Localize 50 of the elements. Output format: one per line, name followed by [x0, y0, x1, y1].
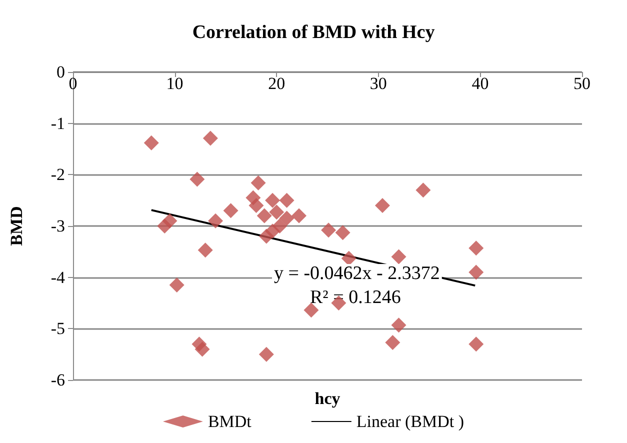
point [258, 346, 274, 362]
point [250, 175, 266, 190]
y-tick-label: -4 [50, 268, 66, 287]
legend-label: BMDt [208, 412, 252, 431]
y-axis-title: BMD [7, 206, 26, 246]
y-tick-label: -1 [50, 114, 65, 133]
x-tick-label: 0 [68, 74, 78, 93]
point [291, 208, 306, 224]
point [335, 225, 350, 240]
point [279, 192, 294, 208]
point [265, 192, 280, 208]
y-tick-label: -3 [50, 216, 65, 236]
y-tick-label: -5 [50, 319, 65, 338]
point [256, 208, 272, 224]
y-tick-label: 0 [56, 62, 65, 82]
point [304, 302, 319, 318]
point [208, 213, 224, 228]
point [468, 336, 484, 352]
point [321, 222, 336, 238]
x-tick-label: 10 [166, 74, 184, 93]
point [223, 203, 238, 218]
y-tick-label: -6 [50, 370, 65, 390]
point [374, 198, 390, 213]
x-tick-label: 50 [574, 74, 590, 93]
point [258, 228, 274, 244]
point [162, 213, 178, 228]
annotation: y = -0.0462x - 2.3372 [274, 263, 440, 284]
point [144, 135, 159, 150]
point [385, 335, 400, 350]
x-tick-label: 20 [268, 74, 286, 93]
point [391, 318, 406, 333]
point [194, 342, 210, 357]
point [190, 172, 205, 187]
y-tick-label: -2 [50, 165, 65, 184]
point [248, 198, 264, 213]
point [279, 210, 294, 226]
point [341, 250, 356, 266]
legend-label: Linear (BMDt ) [356, 412, 464, 431]
point [198, 242, 213, 258]
point [416, 182, 431, 198]
chart-title: Correlation of BMD with Hcy [192, 22, 436, 43]
point [391, 249, 406, 264]
point [169, 278, 184, 293]
point [468, 264, 484, 280]
x-tick-label: 30 [370, 74, 387, 93]
x-axis-title: hcy [314, 389, 341, 408]
x-tick-label: 40 [472, 74, 489, 93]
point [202, 130, 218, 146]
point [269, 204, 284, 220]
point [468, 240, 484, 256]
